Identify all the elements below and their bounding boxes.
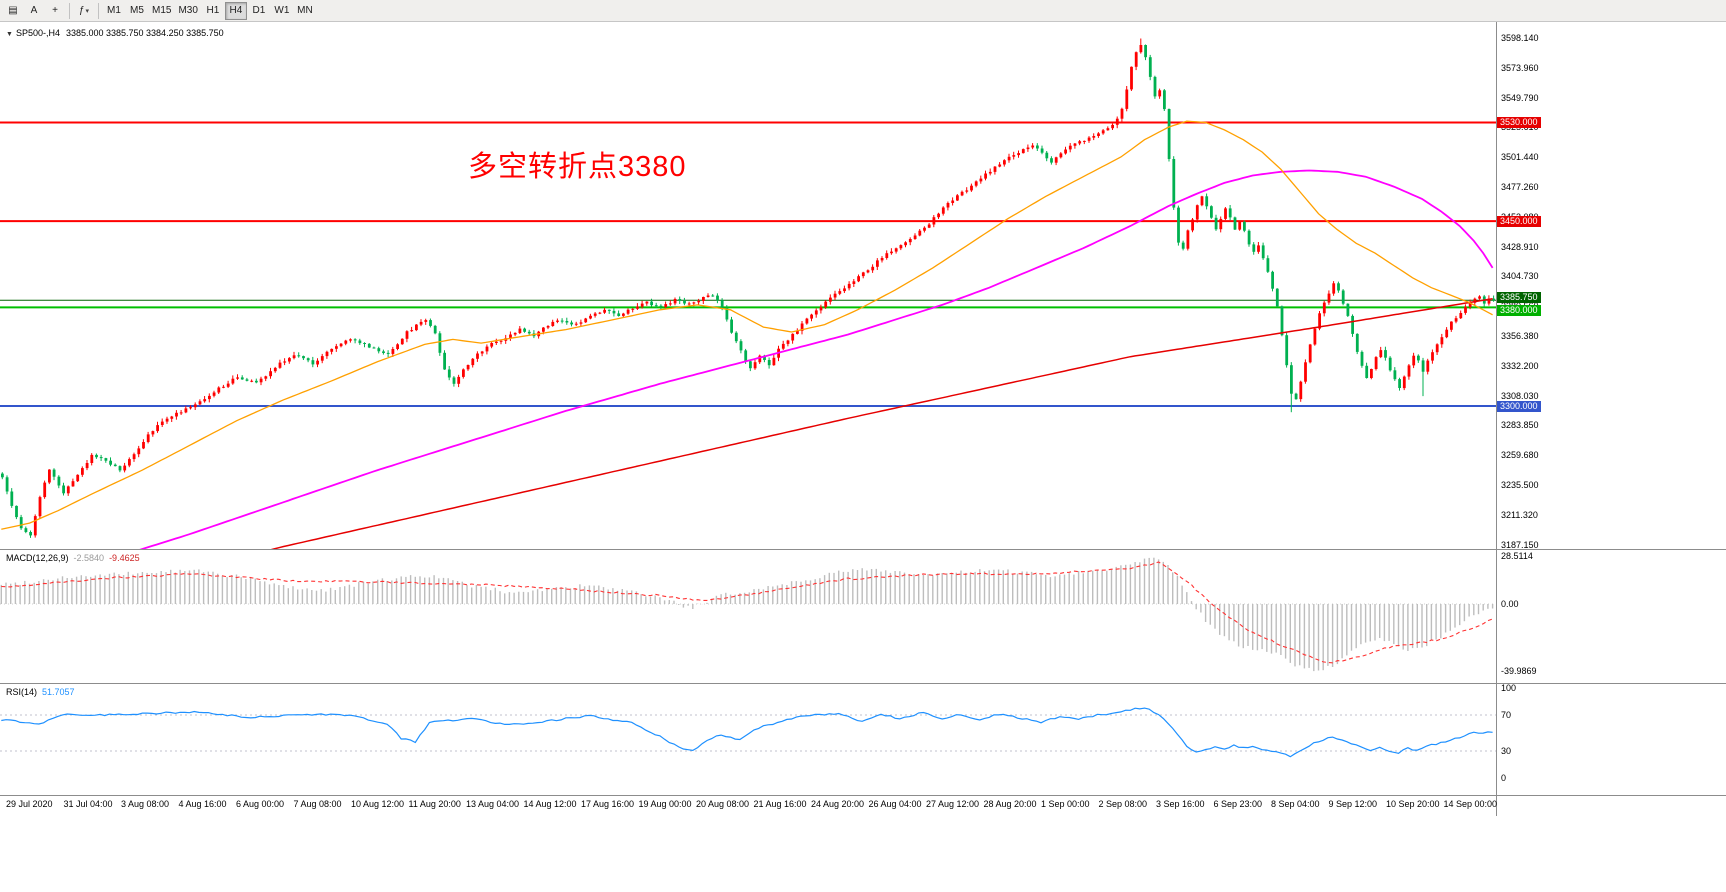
- time-axis-label: 20 Aug 08:00: [696, 799, 750, 809]
- time-axis-label: 27 Aug 12:00: [926, 799, 980, 809]
- macd-pane[interactable]: [0, 550, 1496, 683]
- time-axis-label: 2 Sep 08:00: [1098, 799, 1148, 809]
- timeframe-mn-button[interactable]: MN: [294, 2, 316, 20]
- crosshair-icon: +: [52, 5, 58, 16]
- time-axis-label: 8 Sep 04:00: [1271, 799, 1320, 809]
- macd-axis-label: 0.00: [1501, 598, 1519, 609]
- price-axis-label: 3356.380: [1501, 331, 1539, 341]
- timeframe-h4-button[interactable]: H4: [224, 1, 247, 20]
- cursor-tool-button[interactable]: A: [24, 2, 44, 20]
- time-axis-label: 1 Sep 00:00: [1041, 799, 1090, 809]
- symbol-period-label: SP500-,H4: [15, 28, 60, 38]
- macd-value: -2.5840: [73, 553, 105, 563]
- indicators-button[interactable]: ƒ ▾: [74, 2, 94, 20]
- price-level-tag: 3530.000: [1497, 117, 1541, 128]
- time-axis-label: 7 Aug 08:00: [293, 799, 342, 809]
- timeframe-m1-button[interactable]: M1: [103, 2, 125, 20]
- time-axis-label: 6 Sep 23:00: [1213, 799, 1263, 809]
- toolbar-separator: [98, 2, 99, 19]
- timeframe-m5-button[interactable]: M5: [126, 2, 148, 20]
- time-axis-label: 3 Sep 16:00: [1156, 799, 1205, 809]
- rsi-axis-label: 0: [1501, 772, 1507, 783]
- price-axis-label: 3308.030: [1501, 390, 1539, 401]
- chart-annotation[interactable]: 多空转折点3380: [468, 151, 687, 183]
- price-axis-label: 3235.500: [1501, 480, 1539, 490]
- charts-list-button[interactable]: ▤: [3, 2, 23, 20]
- price-axis-label: 3477.260: [1501, 182, 1539, 192]
- time-axis-label: 31 Jul 04:00: [63, 799, 113, 809]
- cursor-icon: A: [30, 5, 38, 16]
- time-axis-label: 3 Aug 08:00: [121, 799, 170, 809]
- time-axis-label: 4 Aug 16:00: [178, 799, 227, 809]
- axis-separator: [1496, 22, 1497, 816]
- timeframe-m15-button[interactable]: M15: [149, 2, 174, 20]
- time-axis-label: 10 Sep 20:00: [1386, 799, 1440, 809]
- time-axis-label: 11 Aug 20:00: [408, 799, 461, 809]
- price-axis-label: 3283.850: [1501, 420, 1539, 431]
- time-axis-label: 28 Aug 20:00: [983, 799, 1037, 809]
- price-pane[interactable]: [0, 22, 1496, 549]
- rsi-label: RSI(14): [6, 687, 38, 697]
- toolbar-separator: [69, 2, 70, 19]
- price-level-tag: 3385.750: [1497, 291, 1541, 303]
- macd-signal-value: -9.4625: [109, 553, 140, 563]
- timeframe-w1-button[interactable]: W1: [271, 2, 293, 20]
- time-axis-label: 14 Sep 00:00: [1443, 799, 1498, 809]
- rsi-value: 51.7057: [42, 687, 75, 697]
- price-level-tag: 3450.000: [1497, 215, 1541, 227]
- collapse-icon[interactable]: ▼: [6, 31, 13, 38]
- price-axis-label: 3211.320: [1501, 509, 1538, 520]
- macd-header: MACD(12,26,9) -2.5840 -9.4625: [6, 553, 140, 563]
- price-axis-label: 3259.680: [1501, 450, 1539, 461]
- time-axis-label: 9 Sep 12:00: [1328, 799, 1378, 809]
- timeframe-group: M1 M5 M15 M30 H1 H4 D1 W1 MN: [103, 1, 316, 20]
- chevron-down-icon: ▾: [85, 7, 90, 15]
- timeframe-h1-button[interactable]: H1: [202, 2, 224, 20]
- time-axis-label: 19 Aug 00:00: [638, 799, 692, 809]
- price-axis-label: 3187.150: [1501, 539, 1539, 550]
- pane-separator: [0, 795, 1726, 796]
- time-axis-label: 14 Aug 12:00: [523, 799, 577, 809]
- rsi-axis-label: 70: [1501, 709, 1512, 720]
- pane-separator[interactable]: [0, 549, 1726, 550]
- pane-separator[interactable]: [0, 683, 1726, 684]
- macd-axis-label: 28.5114: [1501, 550, 1533, 561]
- rsi-axis-label: 100: [1501, 682, 1517, 693]
- rsi-axis-label: 30: [1501, 745, 1512, 756]
- macd-label: MACD(12,26,9): [6, 553, 69, 563]
- price-level-tag: 3380.000: [1497, 304, 1541, 316]
- price-axis-label: 3549.790: [1501, 92, 1539, 103]
- time-axis-label: 29 Jul 2020: [6, 799, 53, 809]
- time-axis-label: 17 Aug 16:00: [581, 799, 635, 809]
- rsi-header: RSI(14) 51.7057: [6, 687, 75, 697]
- price-axis-label: 3332.200: [1501, 360, 1539, 371]
- time-axis-label: 13 Aug 04:00: [466, 799, 520, 809]
- price-level-tag: 3300.000: [1497, 400, 1541, 412]
- time-axis-label: 21 Aug 16:00: [753, 799, 807, 809]
- price-axis-label: 3598.140: [1501, 33, 1539, 43]
- chart-list-icon: ▤: [8, 5, 18, 16]
- timeframe-d1-button[interactable]: D1: [248, 2, 270, 20]
- macd-axis-label: -39.9869: [1501, 665, 1537, 676]
- price-axis-label: 3404.730: [1501, 271, 1539, 282]
- time-axis-label: 10 Aug 12:00: [351, 799, 405, 809]
- time-axis-label: 26 Aug 04:00: [868, 799, 922, 809]
- time-axis-label: 24 Aug 20:00: [811, 799, 865, 809]
- crosshair-tool-button[interactable]: +: [45, 2, 65, 20]
- price-axis-label: 3428.910: [1501, 241, 1539, 252]
- time-axis-label: 6 Aug 00:00: [236, 799, 285, 809]
- ohlc-values: 3385.000 3385.750 3384.250 3385.750: [65, 28, 224, 38]
- timeframe-m30-button[interactable]: M30: [175, 2, 200, 20]
- indicator-icon: ƒ: [78, 5, 85, 16]
- toolbar: ▤ A + ƒ ▾ M1 M5 M15 M30 H1 H4 D1 W1 MN: [0, 0, 1726, 22]
- chart-title: ▼ SP500-,H4 3385.000 3385.750 3384.250 338…: [6, 28, 224, 38]
- rsi-pane[interactable]: [0, 684, 1496, 795]
- price-axis-label: 3501.440: [1501, 152, 1539, 163]
- price-axis-label: 3573.960: [1501, 62, 1539, 73]
